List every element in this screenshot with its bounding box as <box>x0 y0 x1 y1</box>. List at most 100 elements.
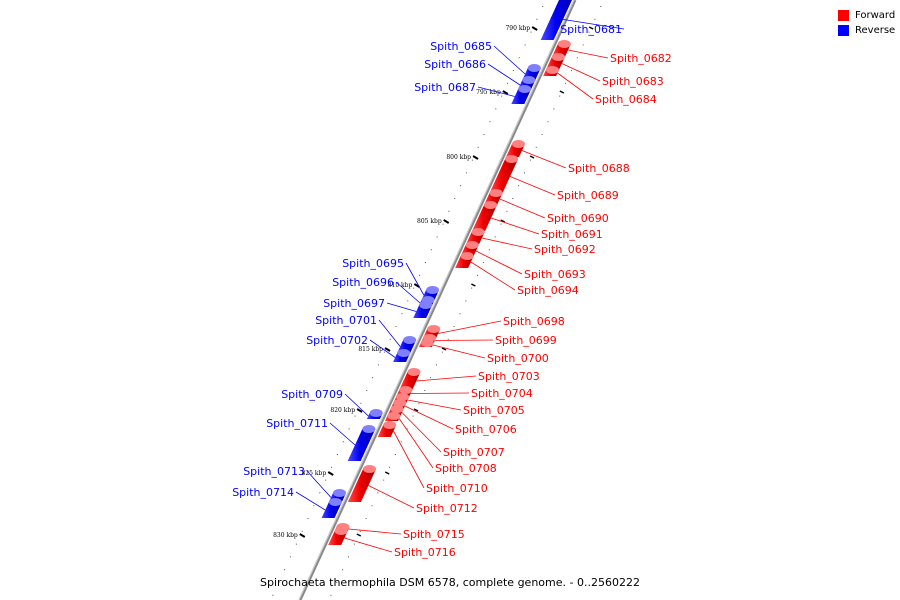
minor-tick-dot <box>518 185 520 187</box>
gene-label[interactable]: Spith_0712 <box>416 502 478 515</box>
minor-tick-dot <box>412 415 414 417</box>
gene-label[interactable]: Spith_0710 <box>426 482 488 495</box>
gene-cap <box>403 336 417 344</box>
scale-tick-mark <box>356 408 363 413</box>
minor-tick-dot <box>372 377 374 379</box>
minor-tick-dot <box>342 441 344 443</box>
gene-label[interactable]: Spith_0682 <box>610 52 672 65</box>
minor-tick-dot <box>482 262 484 263</box>
gene-label[interactable]: Spith_0706 <box>455 423 517 436</box>
gene-label[interactable]: Spith_0693 <box>524 268 586 281</box>
gene-label[interactable]: Spith_0700 <box>487 352 549 365</box>
minor-tick-dot <box>453 326 455 327</box>
minor-tick-dot <box>535 146 537 148</box>
gene-label[interactable]: Spith_0684 <box>595 93 657 106</box>
leader-line <box>405 262 425 296</box>
minor-tick-dot <box>495 108 497 110</box>
scale-tick-mark <box>531 26 538 31</box>
minor-tick-dot <box>536 18 538 20</box>
gene-label[interactable]: Spith_0699 <box>495 334 557 347</box>
gene-label[interactable]: Spith_0683 <box>602 75 664 88</box>
gene-label[interactable]: Spith_0689 <box>557 189 619 202</box>
gene-label[interactable]: Spith_0695 <box>342 257 404 270</box>
gene-label[interactable]: Spith_0694 <box>517 284 579 297</box>
minor-tick-dot <box>459 313 461 315</box>
gene-cap <box>427 325 441 333</box>
minor-tick-dot <box>594 18 596 20</box>
minor-tick-dot <box>325 479 327 481</box>
gene-cap <box>387 412 401 420</box>
minor-tick-dot <box>419 274 421 276</box>
gene-block-spith-0702 <box>393 349 411 362</box>
gene-label[interactable]: Spith_0702 <box>306 334 368 347</box>
gene-label[interactable]: Spith_0697 <box>323 297 385 310</box>
gene-label[interactable]: Spith_0708 <box>435 462 497 475</box>
gene-label[interactable]: Spith_0716 <box>394 546 456 559</box>
minor-tick-dot <box>366 390 368 391</box>
legend-forward-label: Forward <box>855 10 896 21</box>
gene-label[interactable]: Spith_0703 <box>478 370 540 383</box>
minor-tick-dot <box>465 300 467 302</box>
gene-label[interactable]: Spith_0687 <box>414 81 476 94</box>
gene-label[interactable]: Spith_0698 <box>503 315 565 328</box>
legend: Forward Reverse <box>838 8 895 38</box>
gene-block-spith-0689 <box>489 155 519 194</box>
gene-label[interactable]: Spith_0705 <box>463 404 525 417</box>
gene-cap <box>393 399 407 407</box>
gene-label[interactable]: Spith_0714 <box>232 486 294 499</box>
leader-line <box>378 319 401 347</box>
gene-body <box>472 205 498 231</box>
gene-label[interactable]: Spith_0691 <box>541 228 603 241</box>
minor-tick-dot <box>471 159 473 161</box>
scale-tick-label: 795 kbp <box>476 89 501 96</box>
gene-cap <box>426 286 440 294</box>
minor-tick-dot <box>477 274 479 276</box>
gene-label[interactable]: Spith_0707 <box>443 446 505 459</box>
gene-cap <box>362 425 376 433</box>
leader-line <box>344 537 393 553</box>
gene-label[interactable]: Spith_0701 <box>315 314 377 327</box>
gene-label[interactable]: Spith_0696 <box>332 276 394 289</box>
gene-label[interactable]: Spith_0704 <box>471 387 533 400</box>
scale-tick-mark-minor <box>559 90 565 94</box>
gene-label[interactable]: Spith_0681 <box>560 23 622 36</box>
minor-tick-dot <box>477 146 479 148</box>
gene-label[interactable]: Spith_0686 <box>424 58 486 71</box>
leader-line <box>434 339 494 341</box>
reverse-swatch <box>838 25 849 36</box>
gene-label[interactable]: Spith_0713 <box>243 465 305 478</box>
minor-tick-dot <box>441 351 443 353</box>
minor-tick-dot <box>565 82 567 84</box>
gene-label[interactable]: Spith_0685 <box>430 40 492 53</box>
gene-label[interactable]: Spith_0711 <box>266 417 328 430</box>
scale-tick-mark-minor <box>356 533 362 537</box>
minor-tick-dot <box>524 44 526 46</box>
gene-label[interactable]: Spith_0709 <box>281 388 343 401</box>
minor-tick-dot <box>377 364 379 366</box>
gene-label[interactable]: Spith_0690 <box>547 212 609 225</box>
gene-cap <box>396 393 410 401</box>
gene-cap <box>407 368 421 376</box>
minor-tick-dot <box>530 31 532 33</box>
gene-cap <box>551 53 565 61</box>
gene-label[interactable]: Spith_0688 <box>568 162 630 175</box>
minor-tick-dot <box>460 185 462 187</box>
minor-tick-dot <box>284 569 286 571</box>
gene-label[interactable]: Spith_0692 <box>534 243 596 256</box>
minor-tick-dot <box>529 159 531 161</box>
minor-tick-dot <box>394 454 396 455</box>
gene-label[interactable]: Spith_0715 <box>403 528 465 541</box>
gene-cap <box>383 421 397 429</box>
minor-tick-dot <box>371 505 373 507</box>
forward-swatch <box>838 10 849 21</box>
gene-block-spith-0703 <box>399 368 421 390</box>
gene-block-spith-0681 <box>540 0 573 40</box>
leader-line <box>490 217 540 235</box>
gene-block-spith-0709 <box>366 409 383 419</box>
minor-tick-dot <box>582 44 584 46</box>
leader-line <box>432 344 486 359</box>
minor-tick-dot <box>483 134 485 135</box>
minor-tick-dot <box>359 530 361 532</box>
leader-line <box>438 320 502 334</box>
